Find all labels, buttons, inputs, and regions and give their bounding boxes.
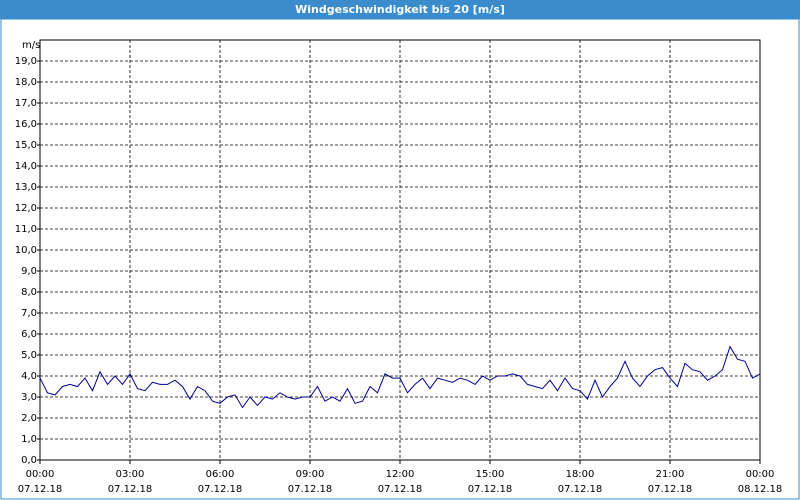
- x-tick-date: 07.12.18: [18, 484, 63, 495]
- y-tick-label: 16,0: [15, 119, 37, 130]
- x-tick-label: 18:00: [566, 469, 595, 480]
- x-tick-date: 07.12.18: [108, 484, 153, 495]
- y-tick-label: 3,0: [21, 392, 37, 403]
- x-tick-label: 03:00: [116, 469, 145, 480]
- y-tick-label: 6,0: [21, 329, 37, 340]
- frame: [0, 18, 800, 500]
- x-tick-date: 07.12.18: [288, 484, 333, 495]
- x-tick-label: 15:00: [476, 469, 505, 480]
- y-tick-label: 17,0: [15, 98, 37, 109]
- y-tick-label: 14,0: [15, 161, 37, 172]
- x-tick-label: 09:00: [296, 469, 325, 480]
- y-tick-label: 10,0: [15, 245, 37, 256]
- y-tick-label: 2,0: [21, 413, 37, 424]
- y-tick-label: 8,0: [21, 287, 37, 298]
- x-tick-label: 00:00: [26, 469, 55, 480]
- y-tick-label: 1,0: [21, 434, 37, 445]
- y-tick-label: 11,0: [15, 224, 37, 235]
- x-tick-date: 07.12.18: [468, 484, 513, 495]
- x-tick-date: 07.12.18: [558, 484, 603, 495]
- y-unit: m/s: [22, 40, 40, 51]
- x-tick-label: 00:00: [746, 469, 775, 480]
- x-tick-date: 07.12.18: [648, 484, 693, 495]
- x-tick-label: 21:00: [656, 469, 685, 480]
- y-tick-label: 0,0: [21, 455, 37, 466]
- x-tick-date: 08.12.18: [738, 484, 783, 495]
- y-tick-label: 5,0: [21, 350, 37, 361]
- y-tick-label: 19,0: [15, 56, 37, 67]
- line: [39, 345, 761, 409]
- x-tick-label: 06:00: [206, 469, 235, 480]
- title-bar: Windgeschwindigkeit bis 20 [m/s]: [0, 0, 800, 19]
- x-tick-date: 07.12.18: [378, 484, 423, 495]
- x-tick-date: 07.12.18: [198, 484, 243, 495]
- y-tick-label: 13,0: [15, 182, 37, 193]
- y-tick-label: 15,0: [15, 140, 37, 151]
- y-tick-label: 12,0: [15, 203, 37, 214]
- y-tick-label: 18,0: [15, 77, 37, 88]
- x-tick-label: 12:00: [386, 469, 415, 480]
- y-tick-label: 7,0: [21, 308, 37, 319]
- y-tick-label: 9,0: [21, 266, 37, 277]
- plot-border: [39, 39, 761, 461]
- y-tick-label: 4,0: [21, 371, 37, 382]
